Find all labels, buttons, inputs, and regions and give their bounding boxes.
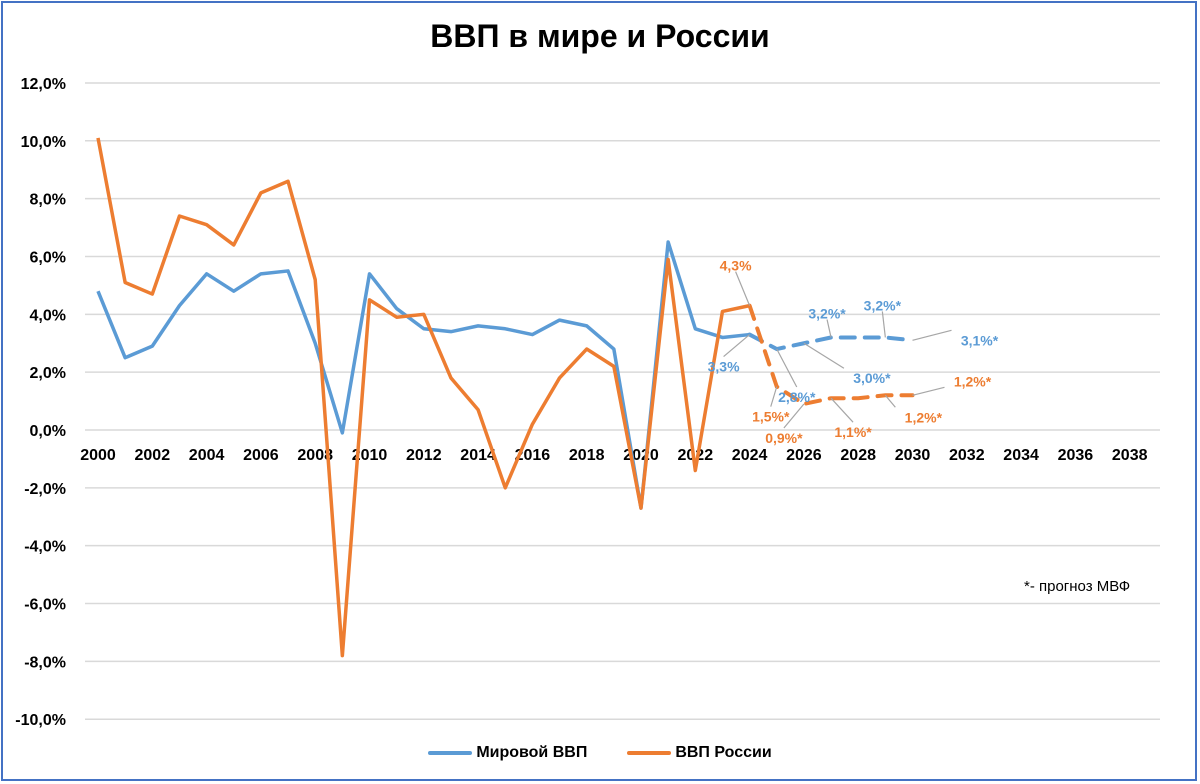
legend-swatch-russia	[627, 751, 672, 755]
x-tick-label: 2000	[80, 447, 116, 464]
legend-label-russia: ВВП России	[675, 744, 772, 761]
data-label: 3,2%*	[864, 297, 902, 313]
x-tick-label: 2038	[1112, 447, 1148, 464]
data-label: 1,2%*	[954, 373, 992, 389]
x-tick-label: 2028	[840, 447, 876, 464]
x-tick-label: 2036	[1058, 447, 1094, 464]
legend-item-world: Мировой ВВП	[428, 744, 587, 762]
x-tick-label: 2030	[895, 447, 931, 464]
x-tick-label: 2014	[460, 447, 496, 464]
y-tick-label: -10,0%	[15, 712, 66, 729]
y-tick-label: 2,0%	[30, 365, 66, 382]
y-axis: 12,0% 10,0% 8,0% 6,0% 4,0% 2,0% 0,0% -2,0% -4,0%…	[15, 76, 66, 729]
x-tick-label: 2004	[189, 447, 225, 464]
x-tick-label: 2018	[569, 447, 605, 464]
gridlines	[85, 82, 1160, 720]
data-label: 1,5%*	[752, 409, 790, 425]
chart-title: ВВП в мире и России	[430, 18, 770, 54]
data-labels: 3,3% 2,8%* 3,0%* 3,2%* 3,2%* 3,1%* 4,3% 1,5%* 0,…	[708, 258, 999, 446]
x-tick-label: 2008	[297, 447, 333, 464]
x-axis: 2000 2002 2004 2006 2008 2010 2012 2014 2016 2018…	[80, 447, 1147, 464]
data-label: 3,3%	[708, 359, 740, 375]
x-tick-label: 2034	[1003, 447, 1039, 464]
x-tick-label: 2010	[352, 447, 388, 464]
y-tick-label: 0,0%	[30, 423, 66, 440]
data-label: 1,2%*	[905, 409, 943, 425]
legend-label-world: Мировой ВВП	[476, 744, 588, 761]
legend-swatch-world	[428, 751, 473, 755]
series-line-actual	[96, 137, 750, 658]
y-tick-label: -4,0%	[24, 539, 66, 556]
x-tick-label: 2026	[786, 447, 822, 464]
y-tick-label: 6,0%	[30, 249, 66, 266]
legend-item-russia: ВВП России	[627, 744, 772, 762]
x-tick-label: 2032	[949, 447, 985, 464]
x-tick-label: 2024	[732, 447, 768, 464]
x-tick-label: 2012	[406, 447, 442, 464]
data-label: 3,1%*	[961, 332, 999, 348]
data-label: 1,1%*	[834, 424, 872, 440]
data-label: 0,9%*	[765, 430, 803, 446]
y-tick-label: 12,0%	[21, 76, 66, 93]
data-label: 3,2%*	[808, 305, 846, 321]
data-label: 4,3%	[720, 258, 752, 274]
data-label: 2,8%*	[778, 389, 816, 405]
y-tick-label: 4,0%	[30, 307, 66, 324]
y-tick-label: 10,0%	[21, 134, 66, 151]
y-tick-label: -8,0%	[24, 654, 66, 671]
x-tick-label: 2016	[515, 447, 551, 464]
series-line-actual	[96, 240, 750, 510]
y-tick-label: -2,0%	[24, 481, 66, 498]
x-tick-label: 2022	[678, 447, 714, 464]
x-tick-label: 2006	[243, 447, 279, 464]
legend: Мировой ВВП ВВП России	[0, 744, 1200, 762]
forecast-note: *- прогноз МВФ	[1024, 578, 1131, 595]
y-tick-label: 8,0%	[30, 192, 66, 209]
y-tick-label: -6,0%	[24, 597, 66, 614]
x-tick-label: 2002	[135, 447, 171, 464]
data-label: 3,0%*	[853, 370, 891, 386]
